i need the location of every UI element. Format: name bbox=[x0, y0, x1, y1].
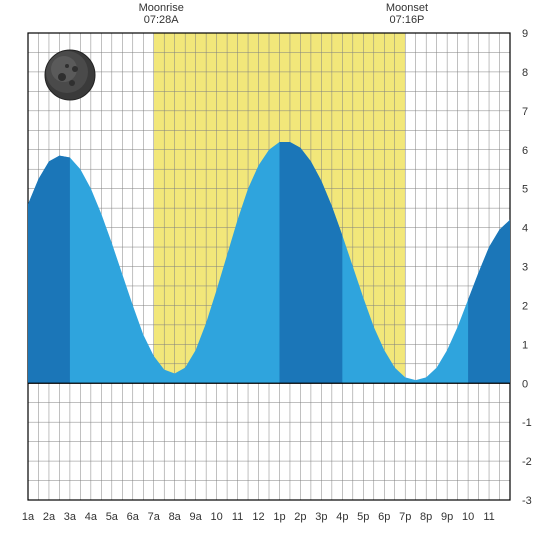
moonrise-time: 07:28A bbox=[139, 14, 184, 26]
svg-text:-3: -3 bbox=[522, 495, 532, 507]
svg-text:8a: 8a bbox=[169, 511, 182, 523]
svg-text:6p: 6p bbox=[378, 511, 390, 523]
svg-text:4a: 4a bbox=[85, 511, 98, 523]
moonset-label: Moonset 07:16P bbox=[386, 2, 428, 26]
svg-text:10: 10 bbox=[210, 511, 222, 523]
svg-text:11: 11 bbox=[232, 511, 243, 523]
moonset-time: 07:16P bbox=[386, 14, 428, 26]
svg-text:8: 8 bbox=[522, 67, 528, 79]
svg-text:6: 6 bbox=[522, 145, 528, 157]
svg-text:11: 11 bbox=[483, 511, 494, 523]
svg-text:1: 1 bbox=[522, 339, 528, 351]
svg-text:6a: 6a bbox=[127, 511, 140, 523]
svg-text:5a: 5a bbox=[106, 511, 119, 523]
svg-text:2: 2 bbox=[522, 300, 528, 312]
svg-text:7: 7 bbox=[522, 106, 528, 118]
svg-text:9p: 9p bbox=[441, 511, 453, 523]
svg-text:8p: 8p bbox=[420, 511, 432, 523]
svg-text:7a: 7a bbox=[148, 511, 161, 523]
svg-text:1a: 1a bbox=[22, 511, 35, 523]
svg-text:3: 3 bbox=[522, 262, 528, 274]
svg-text:12: 12 bbox=[252, 511, 264, 523]
svg-text:4: 4 bbox=[522, 223, 528, 235]
svg-text:7p: 7p bbox=[399, 511, 411, 523]
svg-text:-1: -1 bbox=[522, 417, 532, 429]
svg-text:4p: 4p bbox=[336, 511, 348, 523]
svg-text:9a: 9a bbox=[190, 511, 203, 523]
svg-text:10: 10 bbox=[462, 511, 474, 523]
chart-svg: -3-2-101234567891a2a3a4a5a6a7a8a9a101112… bbox=[0, 0, 550, 550]
moonrise-text: Moonrise bbox=[139, 2, 184, 14]
svg-text:-2: -2 bbox=[522, 456, 532, 468]
moonset-text: Moonset bbox=[386, 2, 428, 14]
moonrise-label: Moonrise 07:28A bbox=[139, 2, 184, 26]
svg-text:3p: 3p bbox=[315, 511, 327, 523]
svg-text:2p: 2p bbox=[294, 511, 306, 523]
svg-text:5: 5 bbox=[522, 184, 528, 196]
svg-text:5p: 5p bbox=[357, 511, 369, 523]
svg-text:3a: 3a bbox=[64, 511, 77, 523]
tide-chart: Moonrise 07:28A Moonset 07:16P -3-2-1012… bbox=[0, 0, 550, 550]
svg-text:9: 9 bbox=[522, 28, 528, 40]
svg-text:0: 0 bbox=[522, 378, 528, 390]
svg-text:2a: 2a bbox=[43, 511, 56, 523]
svg-text:1p: 1p bbox=[273, 511, 285, 523]
